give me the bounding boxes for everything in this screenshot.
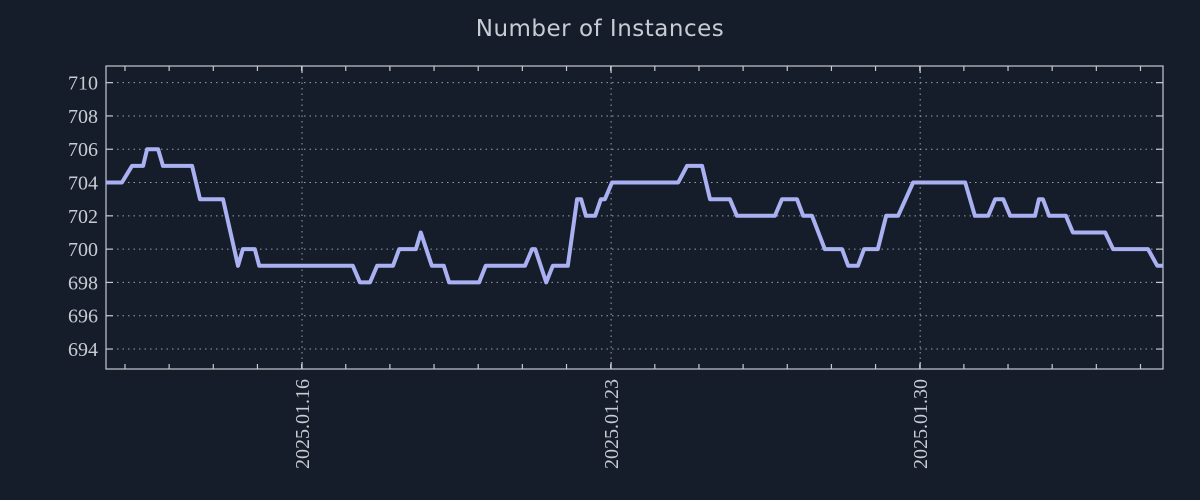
y-tick-label: 700 bbox=[68, 239, 98, 261]
y-tick-label: 702 bbox=[68, 206, 98, 228]
y-tick-label: 704 bbox=[68, 173, 98, 195]
x-tick-label: 2025.01.30 bbox=[910, 379, 932, 469]
x-tick-label: 2025.01.23 bbox=[601, 379, 623, 469]
y-tick-label: 698 bbox=[68, 272, 98, 294]
data-line-instances bbox=[106, 147, 1163, 285]
y-tick-label: 708 bbox=[68, 106, 98, 128]
chart-title: Number of Instances bbox=[475, 16, 725, 42]
y-tick-label: 706 bbox=[68, 139, 98, 161]
plot-border bbox=[105, 65, 1164, 370]
y-tick-label: 696 bbox=[68, 306, 98, 328]
y-tick-label: 694 bbox=[68, 339, 98, 361]
y-tick-label: 710 bbox=[68, 73, 98, 95]
x-tick-label: 2025.01.16 bbox=[292, 379, 314, 469]
